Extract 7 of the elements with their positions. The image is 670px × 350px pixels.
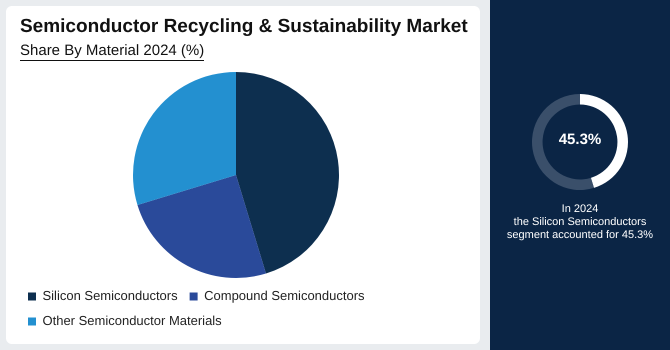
chart-subtitle: Share By Material 2024 (%) [20, 42, 204, 61]
chart-title: Semiconductor Recycling & Sustainability Market [20, 16, 468, 38]
legend-label: Compound Semiconductors [204, 288, 366, 304]
legend-label: Other Semiconductor Materials [42, 313, 222, 328]
legend-label: Silicon Semiconductors [42, 288, 178, 304]
text: In 2024 the Silicon Semiconductors segment accounted for 45.3% [506, 203, 654, 242]
text: 45.3% [558, 130, 602, 150]
